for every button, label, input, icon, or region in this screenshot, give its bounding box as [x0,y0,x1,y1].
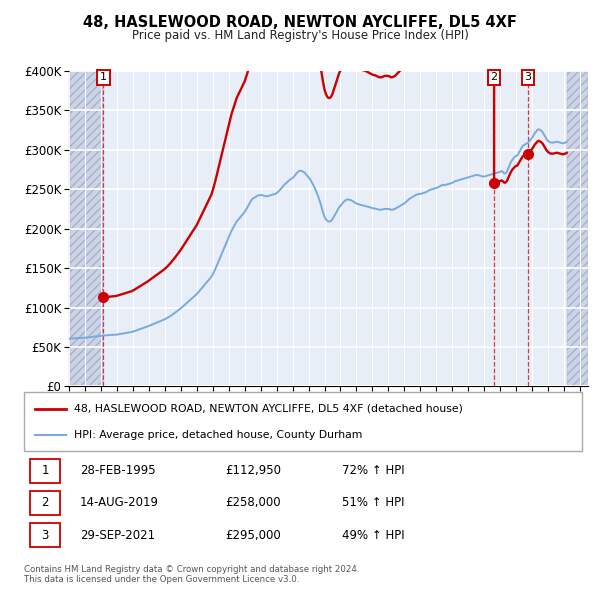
Text: 1: 1 [41,464,49,477]
Text: Contains HM Land Registry data © Crown copyright and database right 2024.
This d: Contains HM Land Registry data © Crown c… [24,565,359,584]
FancyBboxPatch shape [24,392,582,451]
Text: £112,950: £112,950 [225,464,281,477]
Text: 28-FEB-1995: 28-FEB-1995 [80,464,155,477]
Text: 14-AUG-2019: 14-AUG-2019 [80,496,159,510]
Text: 3: 3 [41,529,49,542]
Text: 29-SEP-2021: 29-SEP-2021 [80,529,155,542]
Text: 72% ↑ HPI: 72% ↑ HPI [342,464,404,477]
Bar [69,71,103,386]
Text: £295,000: £295,000 [225,529,281,542]
Text: 2: 2 [41,496,49,510]
Text: 49% ↑ HPI: 49% ↑ HPI [342,529,404,542]
FancyBboxPatch shape [29,523,60,547]
Bar [567,71,588,386]
Text: 48, HASLEWOOD ROAD, NEWTON AYCLIFFE, DL5 4XF: 48, HASLEWOOD ROAD, NEWTON AYCLIFFE, DL5… [83,15,517,30]
Text: HPI: Average price, detached house, County Durham: HPI: Average price, detached house, Coun… [74,430,362,440]
FancyBboxPatch shape [29,491,60,514]
Text: 1: 1 [100,73,107,83]
Text: 3: 3 [524,73,532,83]
FancyBboxPatch shape [29,459,60,483]
Text: £258,000: £258,000 [225,496,281,510]
Text: 2: 2 [491,73,497,83]
Text: 48, HASLEWOOD ROAD, NEWTON AYCLIFFE, DL5 4XF (detached house): 48, HASLEWOOD ROAD, NEWTON AYCLIFFE, DL5… [74,404,463,414]
Text: Price paid vs. HM Land Registry's House Price Index (HPI): Price paid vs. HM Land Registry's House … [131,30,469,42]
Text: 51% ↑ HPI: 51% ↑ HPI [342,496,404,510]
